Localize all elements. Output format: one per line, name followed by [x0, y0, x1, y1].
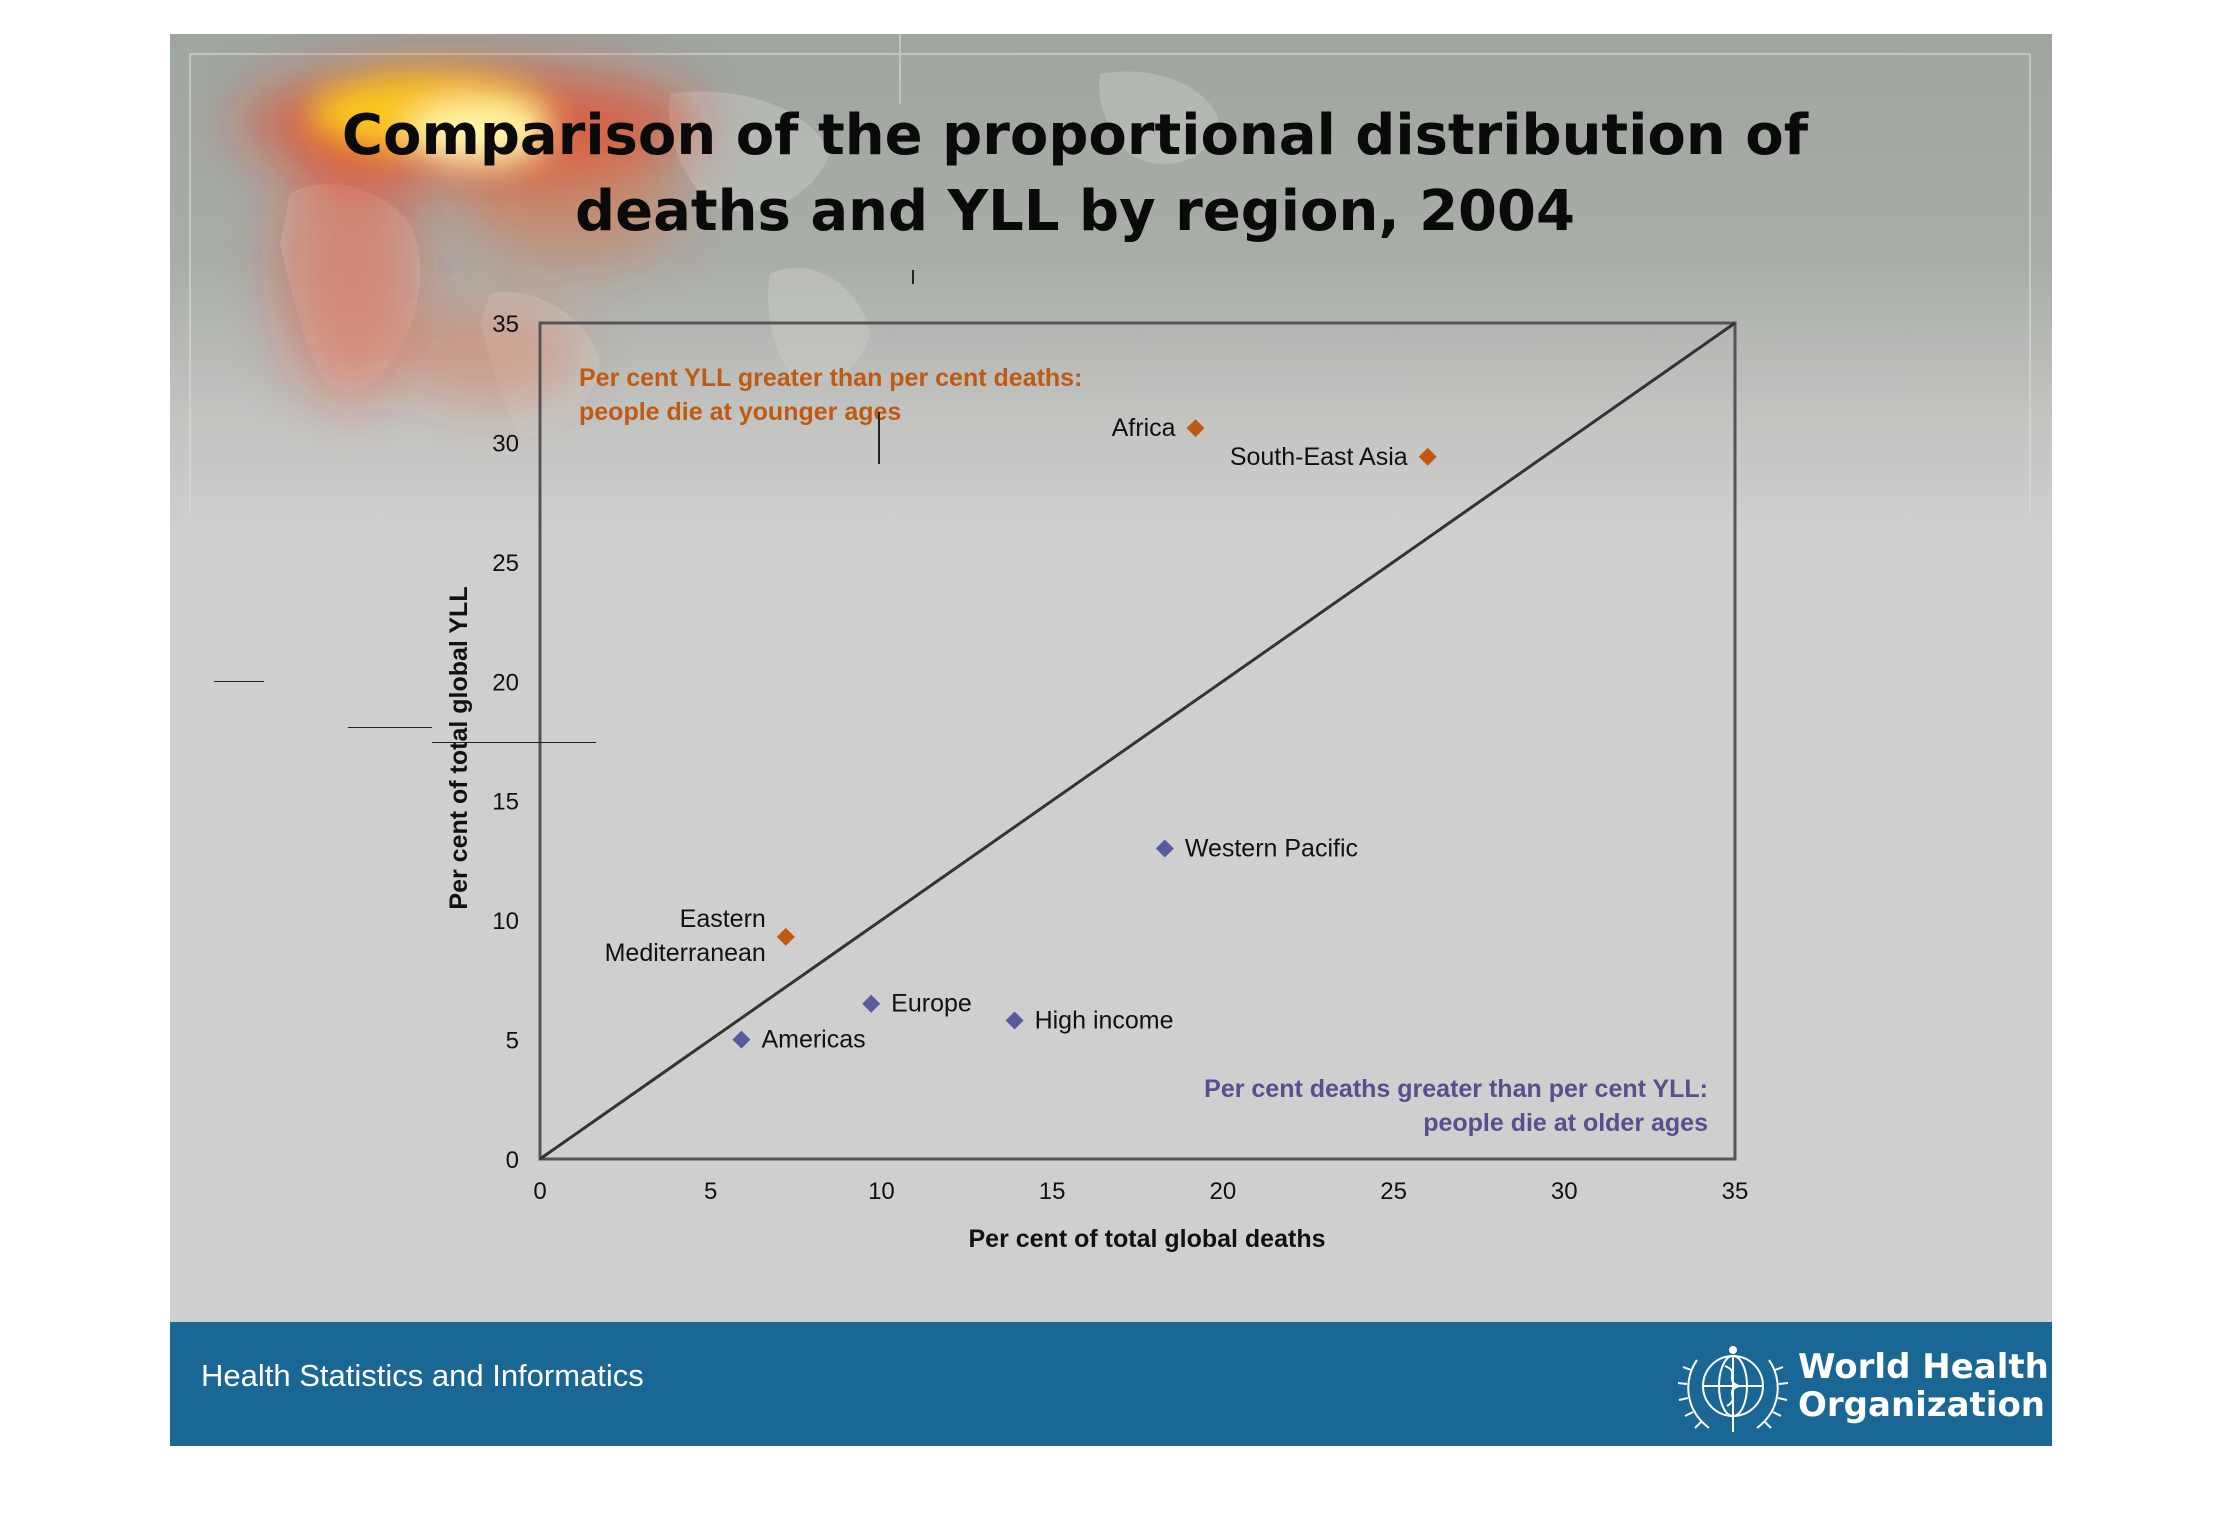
y-tick-label: 10 — [492, 908, 519, 935]
x-tick-label: 30 — [1551, 1178, 1578, 1205]
plot-frame — [538, 321, 1737, 1161]
data-point-marker — [776, 927, 795, 946]
data-point-label: Americas — [761, 1026, 865, 1054]
y-tick-label: 25 — [492, 550, 519, 577]
x-tick-label: 35 — [1722, 1178, 1749, 1205]
y-tick-label: 5 — [506, 1028, 519, 1055]
marker-line — [912, 270, 914, 284]
marker-line — [214, 681, 264, 682]
data-point-label: South-East Asia — [1230, 443, 1408, 471]
data-point-marker — [1186, 419, 1205, 438]
x-tick-label: 10 — [868, 1178, 895, 1205]
marker-line — [878, 412, 880, 464]
annotation-older-ages: Per cent deaths greater than per cent YL… — [1204, 1075, 1708, 1103]
org-name-line-2: Organization — [1798, 1385, 2046, 1425]
y-tick-label: 35 — [492, 311, 519, 338]
annotation-younger-ages: Per cent YLL greater than per cent death… — [579, 364, 1082, 392]
annotations-layer: Per cent YLL greater than per cent death… — [579, 364, 1708, 1137]
x-tick-label: 20 — [1210, 1178, 1237, 1205]
y-tick-label: 30 — [492, 430, 519, 457]
x-tick-label: 5 — [704, 1178, 717, 1205]
data-point-label: Africa — [1112, 414, 1176, 442]
plot-frame-layer — [538, 321, 1737, 1161]
slide: Comparison of the proportional distribut… — [170, 34, 2052, 1446]
data-point-marker — [1418, 447, 1437, 466]
data-point-label: Western Pacific — [1185, 834, 1358, 862]
heatmap-overlay — [240, 69, 700, 404]
x-tick-label: 25 — [1380, 1178, 1407, 1205]
scatter-chart: Per cent YLL greater than per cent death… — [445, 311, 1748, 1253]
marker-line — [432, 742, 596, 743]
data-point-marker — [732, 1030, 751, 1049]
x-axis-label: Per cent of total global deaths — [969, 1225, 1326, 1253]
data-point-label: Mediterranean — [605, 939, 766, 967]
y-tick-label: 0 — [506, 1147, 519, 1174]
org-name-line-1: World Health — [1798, 1347, 2049, 1387]
reference-line — [539, 321, 1736, 1161]
points-layer: Africa South-East Asia Eastern Mediterranea… — [605, 414, 1437, 1054]
data-point-marker — [1005, 1011, 1024, 1030]
y-axis-label: Per cent of total global YLL — [445, 586, 473, 909]
data-point-label: Eastern — [680, 905, 766, 933]
annotation-older-ages: people die at older ages — [1423, 1109, 1708, 1137]
annotation-younger-ages: people die at younger ages — [579, 398, 901, 426]
ticks-layer: 0 5 10 15 20 25 30 35 0 5 10 15 20 25 30 35 — [492, 311, 1748, 1205]
title-line-1: Comparison of the proportional distribut… — [341, 103, 1809, 168]
slide-title: Comparison of the proportional distribut… — [170, 98, 1980, 250]
footer-bar: Health Statistics and Informatics World … — [170, 1322, 2052, 1446]
y-tick-label: 15 — [492, 789, 519, 816]
title-line-2: deaths and YLL by region, 2004 — [575, 179, 1575, 244]
footer-text: Health Statistics and Informatics — [201, 1358, 644, 1393]
y-tick-label: 20 — [492, 669, 519, 696]
x-tick-label: 15 — [1039, 1178, 1066, 1205]
who-organization-name: World Health Organization — [1798, 1348, 2049, 1424]
x-tick-label: 0 — [533, 1178, 546, 1205]
marker-line — [348, 727, 432, 728]
data-point-marker — [1155, 839, 1174, 858]
data-point-marker — [862, 994, 881, 1013]
data-point-label: Europe — [891, 990, 972, 1018]
data-point-label: High income — [1035, 1006, 1174, 1034]
who-emblem-icon — [1677, 1346, 1789, 1432]
